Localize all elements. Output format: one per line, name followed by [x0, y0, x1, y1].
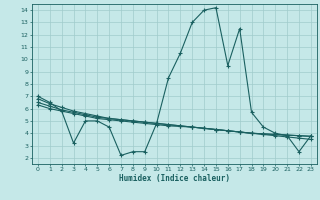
- X-axis label: Humidex (Indice chaleur): Humidex (Indice chaleur): [119, 174, 230, 183]
